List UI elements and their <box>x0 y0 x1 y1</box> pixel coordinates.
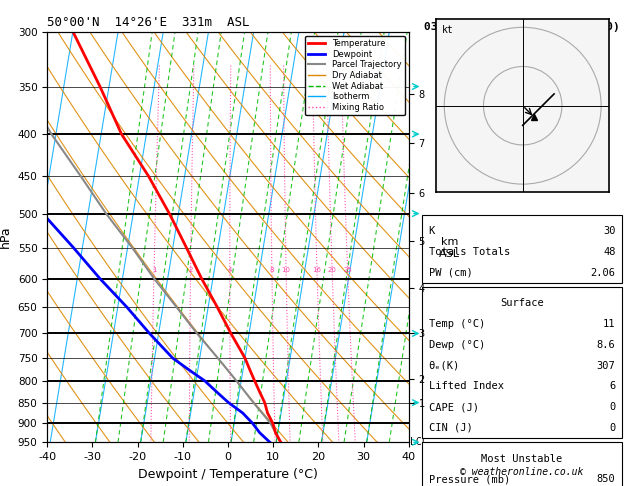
Text: CIN (J): CIN (J) <box>429 423 472 433</box>
Text: 20: 20 <box>328 266 337 273</box>
Text: kt: kt <box>442 25 454 35</box>
Text: 0: 0 <box>610 423 615 433</box>
Text: 1: 1 <box>152 266 156 273</box>
Text: LCL: LCL <box>410 437 428 447</box>
Text: 10: 10 <box>282 266 291 273</box>
Text: PW (cm): PW (cm) <box>429 268 472 278</box>
FancyBboxPatch shape <box>423 215 621 283</box>
Text: © weatheronline.co.uk: © weatheronline.co.uk <box>460 468 584 477</box>
Text: 6: 6 <box>610 382 615 391</box>
Text: Lifted Index: Lifted Index <box>429 382 504 391</box>
Text: 03.05.2024  03GMT  (Base: 00): 03.05.2024 03GMT (Base: 00) <box>424 21 620 32</box>
X-axis label: Dewpoint / Temperature (°C): Dewpoint / Temperature (°C) <box>138 468 318 481</box>
Text: 11: 11 <box>603 319 615 329</box>
Text: 30: 30 <box>603 226 615 236</box>
Text: Totals Totals: Totals Totals <box>429 247 510 257</box>
Text: Pressure (mb): Pressure (mb) <box>429 474 510 485</box>
FancyBboxPatch shape <box>423 287 621 438</box>
Text: K: K <box>429 226 435 236</box>
Text: 307: 307 <box>597 361 615 371</box>
Text: θₑ(K): θₑ(K) <box>429 361 460 371</box>
Text: 850: 850 <box>597 474 615 485</box>
Text: Surface: Surface <box>500 298 544 309</box>
Text: 8.6: 8.6 <box>597 340 615 350</box>
Text: 16: 16 <box>313 266 321 273</box>
Text: 50°00'N  14°26'E  331m  ASL: 50°00'N 14°26'E 331m ASL <box>47 16 250 29</box>
Y-axis label: km
ASL: km ASL <box>439 237 460 259</box>
Text: 0: 0 <box>610 402 615 412</box>
Text: 25: 25 <box>343 266 352 273</box>
Y-axis label: hPa: hPa <box>0 226 12 248</box>
FancyBboxPatch shape <box>423 442 621 486</box>
Text: Dewp (°C): Dewp (°C) <box>429 340 485 350</box>
Text: Most Unstable: Most Unstable <box>481 453 563 464</box>
Text: 8: 8 <box>270 266 274 273</box>
Text: CAPE (J): CAPE (J) <box>429 402 479 412</box>
Text: 2: 2 <box>188 266 192 273</box>
Legend: Temperature, Dewpoint, Parcel Trajectory, Dry Adiabat, Wet Adiabat, Isotherm, Mi: Temperature, Dewpoint, Parcel Trajectory… <box>305 36 404 115</box>
Text: Temp (°C): Temp (°C) <box>429 319 485 329</box>
Text: 2.06: 2.06 <box>591 268 615 278</box>
Text: 4: 4 <box>228 266 232 273</box>
Text: 48: 48 <box>603 247 615 257</box>
